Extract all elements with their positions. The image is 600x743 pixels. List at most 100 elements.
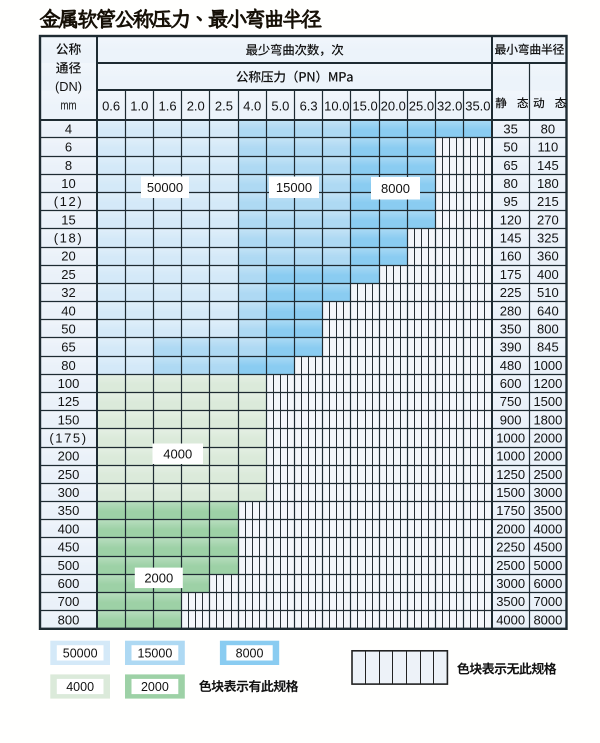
svg-text:35.0: 35.0 (465, 99, 490, 114)
svg-text:15: 15 (61, 212, 75, 227)
svg-text:10.0: 10.0 (324, 99, 349, 114)
svg-text:50: 50 (61, 321, 75, 336)
svg-text:4000: 4000 (163, 446, 192, 461)
svg-text:2000: 2000 (533, 449, 562, 464)
svg-text:6000: 6000 (533, 576, 562, 591)
svg-text:65: 65 (503, 158, 517, 173)
svg-text:1750: 1750 (496, 503, 525, 518)
svg-text:65: 65 (61, 340, 75, 355)
svg-text:280: 280 (500, 303, 522, 318)
svg-text:(DN): (DN) (55, 79, 82, 94)
svg-text:180: 180 (537, 176, 559, 191)
svg-text:3000: 3000 (533, 485, 562, 500)
svg-text:400: 400 (537, 267, 559, 282)
svg-text:8000: 8000 (236, 646, 264, 660)
svg-text:8: 8 (65, 158, 72, 173)
svg-text:8000: 8000 (381, 181, 410, 196)
svg-text:360: 360 (537, 249, 559, 264)
svg-text:1250: 1250 (496, 467, 525, 482)
svg-text:80: 80 (503, 176, 517, 191)
svg-text:3000: 3000 (496, 576, 525, 591)
svg-text:5000: 5000 (533, 558, 562, 573)
svg-text:4000: 4000 (66, 680, 94, 694)
svg-text:32: 32 (61, 285, 75, 300)
svg-text:325: 325 (537, 231, 559, 246)
svg-text:800: 800 (58, 612, 80, 627)
svg-text:0.6: 0.6 (102, 99, 120, 114)
svg-text:2000: 2000 (533, 431, 562, 446)
svg-text:500: 500 (58, 558, 80, 573)
svg-text:3500: 3500 (533, 503, 562, 518)
svg-text:750: 750 (500, 394, 522, 409)
svg-text:100: 100 (58, 376, 80, 391)
svg-text:2000: 2000 (144, 570, 173, 585)
svg-text:5.0: 5.0 (271, 99, 289, 114)
svg-text:3500: 3500 (496, 594, 525, 609)
svg-text:350: 350 (58, 503, 80, 518)
svg-text:15000: 15000 (276, 180, 312, 195)
svg-text:800: 800 (537, 321, 559, 336)
svg-text:4000: 4000 (533, 521, 562, 536)
svg-text:8000: 8000 (533, 612, 562, 627)
svg-text:2250: 2250 (496, 540, 525, 555)
svg-text:35: 35 (503, 121, 517, 136)
svg-text:2.5: 2.5 (215, 99, 233, 114)
svg-text:120: 120 (500, 212, 522, 227)
svg-text:1.6: 1.6 (159, 99, 177, 114)
svg-text:270: 270 (537, 212, 559, 227)
svg-text:600: 600 (500, 376, 522, 391)
svg-text:125: 125 (58, 394, 80, 409)
svg-text:2.0: 2.0 (187, 99, 205, 114)
svg-text:640: 640 (537, 303, 559, 318)
svg-text:15.0: 15.0 (352, 99, 377, 114)
svg-text:1000: 1000 (533, 358, 562, 373)
svg-text:(175): (175) (49, 431, 87, 446)
svg-text:1.0: 1.0 (130, 99, 148, 114)
svg-text:6: 6 (65, 140, 72, 155)
svg-text:80: 80 (541, 121, 555, 136)
svg-text:2500: 2500 (533, 467, 562, 482)
svg-text:390: 390 (500, 340, 522, 355)
svg-text:4000: 4000 (496, 612, 525, 627)
svg-text:1800: 1800 (533, 412, 562, 427)
svg-text:160: 160 (500, 249, 522, 264)
svg-text:700: 700 (58, 594, 80, 609)
svg-text:150: 150 (58, 412, 80, 427)
svg-text:mm: mm (61, 99, 77, 113)
svg-text:110: 110 (538, 140, 559, 155)
svg-text:1500: 1500 (533, 394, 562, 409)
svg-text:1000: 1000 (496, 449, 525, 464)
svg-text:20.0: 20.0 (381, 99, 406, 114)
svg-text:300: 300 (58, 485, 80, 500)
svg-text:7000: 7000 (533, 594, 562, 609)
svg-text:145: 145 (500, 231, 522, 246)
svg-text:2000: 2000 (141, 680, 169, 694)
svg-text:50000: 50000 (63, 646, 98, 660)
svg-text:510: 510 (537, 285, 559, 300)
svg-text:600: 600 (58, 576, 80, 591)
svg-text:10: 10 (61, 176, 75, 191)
svg-text:1200: 1200 (533, 376, 562, 391)
svg-text:95: 95 (503, 194, 517, 209)
svg-text:250: 250 (58, 467, 80, 482)
svg-text:1000: 1000 (496, 431, 525, 446)
svg-text:1500: 1500 (496, 485, 525, 500)
svg-text:450: 450 (58, 540, 80, 555)
svg-text:4: 4 (65, 121, 72, 136)
svg-text:40: 40 (61, 303, 75, 318)
svg-text:200: 200 (58, 449, 80, 464)
svg-text:480: 480 (500, 358, 522, 373)
svg-text:845: 845 (537, 340, 559, 355)
svg-text:15000: 15000 (138, 646, 173, 660)
svg-text:50: 50 (503, 140, 517, 155)
svg-text:25: 25 (61, 267, 75, 282)
svg-text:4500: 4500 (533, 540, 562, 555)
svg-text:(18): (18) (54, 231, 84, 246)
svg-text:50000: 50000 (147, 180, 183, 195)
svg-text:175: 175 (500, 267, 522, 282)
svg-text:80: 80 (61, 358, 75, 373)
svg-text:6.3: 6.3 (300, 99, 318, 114)
svg-text:350: 350 (500, 321, 522, 336)
svg-text:25.0: 25.0 (409, 99, 434, 114)
svg-text:145: 145 (537, 158, 559, 173)
